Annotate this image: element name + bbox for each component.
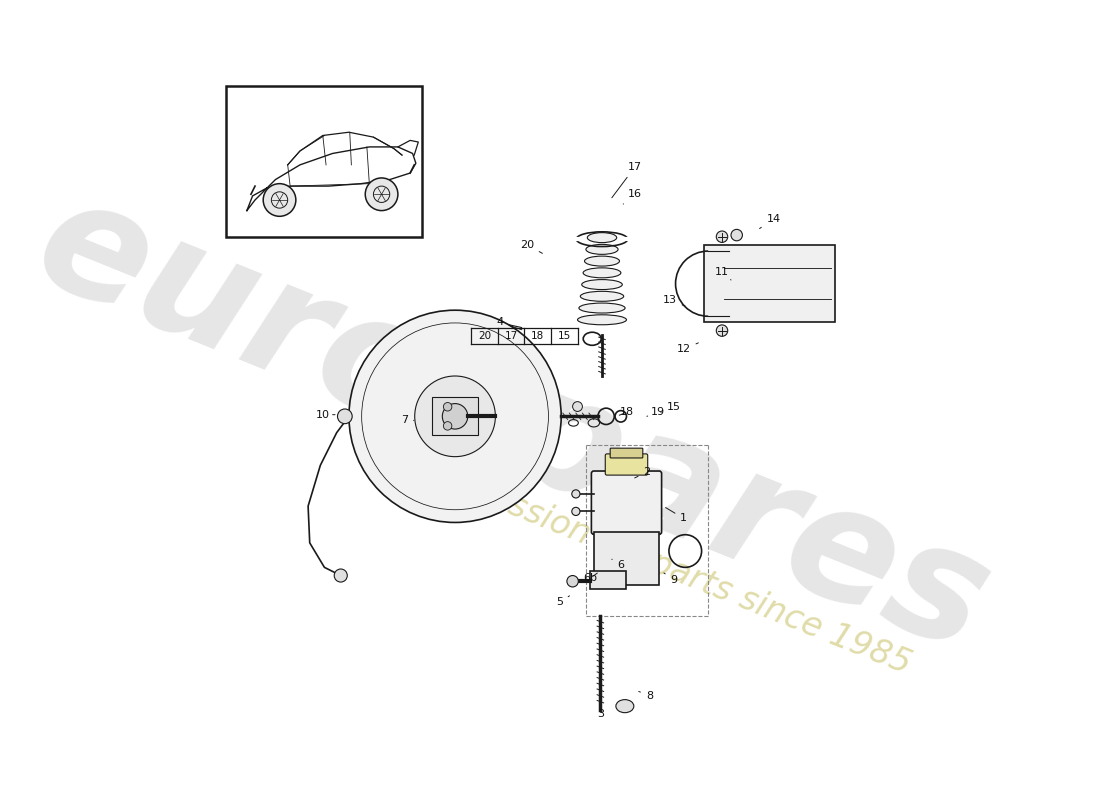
Circle shape [349, 310, 561, 522]
Text: 6: 6 [612, 559, 625, 570]
Circle shape [415, 376, 495, 457]
Text: 14: 14 [760, 214, 781, 229]
Circle shape [338, 409, 352, 424]
Circle shape [716, 325, 728, 336]
Text: 17: 17 [612, 162, 641, 198]
Circle shape [442, 403, 468, 429]
Text: 15: 15 [558, 331, 571, 342]
Circle shape [566, 575, 579, 587]
FancyBboxPatch shape [594, 532, 659, 585]
Text: 9: 9 [664, 573, 678, 585]
Circle shape [263, 184, 296, 216]
Ellipse shape [582, 279, 623, 290]
Ellipse shape [587, 233, 617, 242]
FancyBboxPatch shape [227, 86, 422, 237]
Text: 17: 17 [505, 331, 518, 342]
FancyBboxPatch shape [605, 454, 648, 475]
Ellipse shape [583, 268, 620, 278]
Text: 3: 3 [597, 701, 604, 719]
FancyBboxPatch shape [431, 398, 478, 435]
Circle shape [334, 569, 348, 582]
Text: 20: 20 [520, 240, 542, 254]
Ellipse shape [616, 700, 634, 713]
Text: 12: 12 [676, 343, 698, 354]
Ellipse shape [572, 507, 580, 515]
Text: 7: 7 [400, 415, 414, 426]
Ellipse shape [579, 303, 625, 313]
Text: 4: 4 [496, 318, 521, 330]
Circle shape [443, 402, 452, 411]
Text: 18: 18 [619, 407, 634, 418]
FancyBboxPatch shape [704, 245, 835, 322]
Circle shape [443, 422, 452, 430]
FancyBboxPatch shape [592, 471, 661, 534]
Circle shape [365, 178, 398, 210]
Text: 13: 13 [663, 295, 685, 306]
Text: 11: 11 [715, 267, 732, 280]
Polygon shape [246, 147, 416, 210]
Circle shape [732, 230, 742, 241]
Ellipse shape [586, 244, 618, 254]
Text: 2: 2 [635, 467, 650, 478]
Text: 5: 5 [556, 596, 570, 607]
Text: 10: 10 [316, 410, 336, 420]
Ellipse shape [584, 256, 619, 266]
Text: a passion for parts since 1985: a passion for parts since 1985 [436, 462, 915, 681]
Ellipse shape [578, 314, 627, 325]
Ellipse shape [572, 490, 580, 498]
Circle shape [716, 231, 728, 242]
Text: 6b: 6b [584, 573, 597, 583]
Text: 15: 15 [661, 402, 681, 412]
Text: 1: 1 [666, 507, 688, 523]
FancyBboxPatch shape [610, 448, 642, 458]
Text: 8: 8 [639, 690, 653, 701]
Text: 16: 16 [624, 190, 641, 204]
Text: 19: 19 [647, 407, 664, 418]
FancyBboxPatch shape [590, 571, 626, 590]
Text: 20: 20 [478, 331, 492, 342]
Circle shape [573, 402, 582, 411]
Text: 18: 18 [531, 331, 544, 342]
Ellipse shape [581, 291, 624, 302]
Text: eurospares: eurospares [15, 163, 1010, 686]
